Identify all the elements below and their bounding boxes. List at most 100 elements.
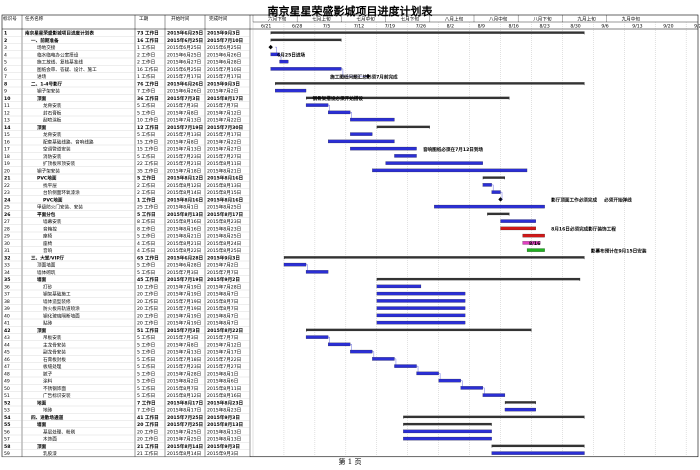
task-name: 图纸会审、答疑、设计、施工 [37, 66, 97, 73]
task-bar [376, 299, 466, 303]
task-start: 2015年8月12日 [167, 175, 203, 182]
task-name: 墙幕安装 [43, 218, 62, 225]
task-duration: 5 工作日 [137, 131, 155, 138]
task-duration: 2 工作日 [137, 59, 155, 66]
task-duration: 5 工作日 [137, 356, 155, 363]
task-bar [376, 313, 466, 318]
task-name: 腻子 [43, 370, 53, 377]
task-bar [350, 117, 395, 122]
dependency-link [279, 54, 282, 62]
task-bar [438, 378, 461, 383]
task-bar [394, 364, 417, 368]
task-bar [403, 429, 492, 434]
task-duration: 15 工作日 [137, 146, 158, 153]
summary-cap-right [489, 422, 492, 427]
task-start: 2015年7月19日 [167, 124, 203, 131]
task-name: 墙体造型装修 [43, 298, 71, 305]
task-bar [504, 407, 536, 412]
task-duration: 1 工作日 [137, 44, 155, 51]
task-name: 贴砖 [43, 320, 53, 327]
task-id: 27 [4, 219, 10, 225]
task-finish: 2015年8月6日 [207, 378, 238, 385]
summary-bar [403, 422, 492, 426]
task-id: 2 [4, 38, 7, 44]
summary-bar [306, 328, 532, 332]
task-finish: 2015年7月17日 [207, 73, 241, 80]
task-finish: 2015年8月17日 [207, 211, 243, 218]
summary-cap-right [533, 401, 536, 405]
task-start: 2015年7月25日 [167, 428, 201, 435]
task-id: 20 [4, 168, 10, 174]
dependency-link [482, 387, 485, 396]
task-duration: 5 工作日 [137, 175, 156, 182]
task-finish: 2015年7月27日 [207, 153, 241, 160]
task-finish: 2015年8月13日 [207, 182, 241, 189]
task-finish: 2015年7月12日 [207, 109, 241, 116]
task-duration: 7 工作日 [137, 88, 155, 95]
task-duration: 5 工作日 [137, 153, 155, 160]
task-bar [522, 241, 541, 245]
task-name: 打砂 [43, 283, 53, 290]
task-finish: 2015年8月23日 [207, 407, 241, 414]
annotation-text: 钢骨架搭设必须开始搭设 [312, 95, 363, 102]
task-id: 14 [4, 125, 10, 131]
task-id: 55 [4, 422, 10, 428]
summary-cap-right [582, 444, 585, 448]
task-bar [482, 183, 492, 187]
task-name: 顶面墙面 [37, 262, 56, 269]
task-id: 37 [4, 292, 10, 298]
task-finish: 2015年8月22日 [207, 327, 243, 334]
task-id: 39 [4, 306, 10, 312]
table-frame [1, 14, 699, 458]
task-finish: 2015年8月13日 [207, 436, 241, 443]
task-finish: 2015年8月23日 [207, 225, 241, 232]
task-start: 2015年7月18日 [167, 167, 201, 174]
period-label: 七月上旬 [312, 16, 331, 23]
task-id: 4 [4, 52, 7, 58]
task-id: 24 [4, 197, 10, 203]
task-name: 广告标识安装 [43, 392, 71, 399]
task-name: 台阶侧面环氧漆涂 [43, 189, 80, 196]
task-name: 配套基础线路、音响线路 [43, 138, 94, 145]
task-name: 音响 [43, 247, 53, 254]
period-label: 七月下旬 [401, 16, 420, 23]
period-label: 八月中旬 [489, 16, 508, 23]
task-finish: 2015年9月3日 [207, 414, 240, 421]
annotation-text: 8/16 [529, 241, 540, 247]
task-duration: 20 工作日 [137, 312, 158, 319]
task-id: 35 [4, 277, 10, 283]
header-start: 开始时间 [171, 15, 190, 22]
task-finish: 2015年6月26日 [207, 51, 241, 58]
task-finish: 2015年8月16日 [207, 175, 243, 182]
summary-bar [306, 96, 510, 100]
task-finish: 2015年7月2日 [207, 262, 238, 269]
milestone-diamond [268, 44, 273, 50]
week-date-label: 6/21 [261, 24, 271, 30]
task-id: 32 [4, 255, 10, 261]
dependency-link [500, 191, 503, 200]
task-bar [270, 67, 342, 71]
task-duration: 2 工作日 [137, 51, 155, 58]
task-duration: 1 工作日 [137, 196, 156, 203]
task-finish: 2015年8月13日 [207, 421, 243, 428]
task-start: 2015年7月23日 [167, 363, 201, 370]
task-name: 木饰面 [43, 436, 57, 443]
task-duration: 4 工作日 [137, 240, 155, 247]
dependency-link [394, 358, 397, 367]
task-start: 2015年8月1日 [167, 204, 198, 211]
task-name: 钢子架安装 [37, 167, 60, 174]
annotation-text: 施工图纸问题汇总必须7月前完成 [329, 73, 398, 80]
summary-bar [491, 444, 585, 448]
task-duration: 2 工作日 [137, 189, 155, 196]
task-bar [500, 219, 536, 223]
task-finish: 2015年8月24日 [207, 240, 241, 247]
task-finish: 2015年7月17日 [207, 131, 241, 138]
task-name: 场地交接 [37, 44, 56, 51]
task-finish: 2015年7月2日 [207, 88, 238, 95]
task-name: 刮喷涂板 [43, 117, 62, 124]
annotation-text: 音响图纸必须在7月12日到场 [423, 146, 484, 153]
task-duration: 20 工作日 [137, 291, 158, 298]
task-duration: 20 工作日 [137, 298, 158, 305]
task-duration: 5 工作日 [137, 262, 155, 269]
task-name: 音箱控 [43, 225, 57, 232]
